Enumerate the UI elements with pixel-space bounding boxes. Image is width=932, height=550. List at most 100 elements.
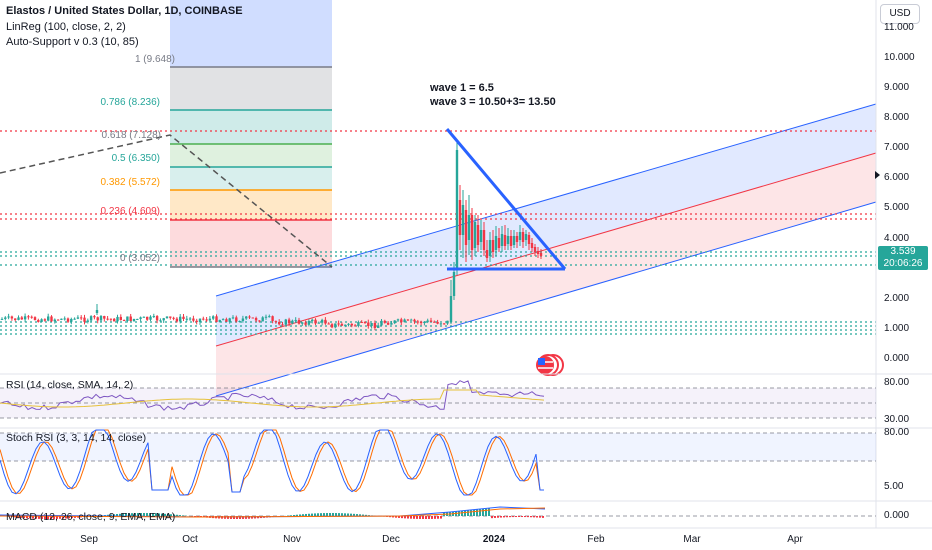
bar-countdown: 20:06:26: [883, 258, 923, 269]
candle-body: [228, 318, 231, 322]
rsi-label[interactable]: RSI (14, close, SMA, 14, 2): [6, 379, 134, 391]
macd-histogram-bar: [425, 516, 427, 519]
fib-label: 0.618 (7.128): [101, 130, 162, 141]
candle-body: [80, 317, 83, 319]
candle-body: [491, 240, 495, 252]
fib-retracement[interactable]: [170, 0, 332, 268]
stoch-rsi-pane[interactable]: [0, 429, 876, 496]
candle-body: [314, 319, 317, 324]
wave-note-line2[interactable]: wave 3 = 10.50+3= 13.50: [430, 96, 556, 108]
candle-body: [530, 243, 534, 248]
time-axis-label: Apr: [787, 534, 803, 545]
candle-body: [159, 320, 162, 322]
macd-label[interactable]: MACD (12, 26, close, 9, EMA, EMA): [6, 511, 176, 523]
macd-histogram-bar: [341, 513, 343, 516]
fib-label: 0.5 (6.350): [111, 153, 160, 164]
candle-body: [494, 236, 498, 250]
macd-histogram-bar: [41, 516, 43, 519]
macd-histogram-bar: [347, 513, 349, 516]
candle-body: [175, 318, 179, 322]
macd-histogram-bar: [518, 516, 520, 518]
macd-histogram-bar: [404, 516, 406, 519]
macd-histogram-bar: [485, 508, 487, 516]
candle-body: [347, 323, 350, 325]
price-axis-label: 11.000: [884, 22, 914, 33]
macd-histogram-bar: [437, 516, 439, 519]
macd-histogram-bar: [395, 516, 397, 518]
price-axis-label: 9.000: [884, 82, 910, 93]
candle-body: [311, 319, 314, 322]
macd-histogram-bar: [113, 514, 115, 516]
macd-histogram-bar: [146, 513, 148, 516]
candle-body: [287, 319, 291, 324]
candle-body: [14, 318, 17, 320]
fib-label: 0.786 (8.236): [100, 97, 161, 108]
candle-body: [479, 230, 483, 242]
candle-body: [406, 319, 410, 321]
candle-body: [512, 236, 516, 245]
currency-selector[interactable]: USD: [880, 4, 920, 24]
macd-histogram-bar: [401, 516, 403, 519]
candle-body: [212, 316, 215, 319]
candle-body: [245, 316, 248, 319]
macd-histogram-bar: [314, 513, 316, 516]
candle-body: [419, 321, 423, 324]
candle-body: [340, 324, 344, 326]
candle-body: [373, 323, 377, 328]
candle-body: [179, 316, 182, 322]
candle-body: [443, 323, 446, 325]
macd-histogram-bar: [335, 513, 337, 516]
indicator-linreg-label[interactable]: LinReg (100, close, 2, 2): [6, 21, 126, 33]
macd-histogram-bar: [323, 513, 325, 516]
macd-histogram-bar: [173, 514, 175, 516]
candle-body: [261, 317, 264, 322]
macd-histogram-bar: [521, 516, 523, 518]
candle-body: [248, 316, 251, 318]
dashed-trendline[interactable]: [0, 134, 333, 268]
candle-body: [225, 319, 228, 322]
macd-histogram-bar: [356, 514, 358, 516]
macd-histogram-bar: [119, 513, 121, 516]
candle-body: [515, 236, 519, 242]
macd-histogram-bar: [296, 514, 298, 516]
macd-histogram-bar: [143, 513, 145, 516]
candle-body: [56, 319, 60, 321]
candle-body: [162, 318, 165, 321]
macd-histogram-bar: [53, 516, 55, 519]
macd-histogram-bar: [56, 516, 58, 519]
macd-histogram-bar: [410, 516, 412, 519]
price-candles: [0, 140, 543, 331]
wave-note-line1[interactable]: wave 1 = 6.5: [430, 82, 494, 94]
macd-histogram-bar: [134, 513, 136, 516]
us-flag-icon[interactable]: [536, 354, 564, 376]
candle-body: [40, 319, 43, 322]
stoch-axis-label: 80.00: [884, 427, 910, 438]
candle-body: [390, 323, 393, 325]
candle-body: [386, 322, 390, 325]
macd-histogram-bar: [338, 513, 340, 516]
candle-body: [274, 321, 278, 323]
macd-histogram-bar: [158, 513, 160, 516]
rsi-pane[interactable]: [0, 380, 876, 419]
macd-histogram-bar: [179, 515, 181, 516]
candle-body: [172, 317, 175, 319]
macd-pane[interactable]: [0, 506, 876, 519]
candle-body: [231, 317, 235, 319]
stoch-rsi-label[interactable]: Stoch RSI (3, 3, 14, 14, close): [6, 432, 147, 444]
macd-histogram-bar: [470, 510, 472, 516]
candle-body: [129, 316, 132, 321]
candle-body: [524, 234, 528, 240]
candle-body: [106, 318, 109, 320]
candle-body: [294, 319, 297, 321]
macd-axis-label: 0.000: [884, 510, 910, 521]
macd-histogram-bar: [359, 514, 361, 516]
macd-histogram-bar: [248, 516, 250, 519]
macd-histogram-bar: [422, 516, 424, 519]
candle-body: [380, 320, 383, 326]
macd-histogram-bar: [413, 516, 415, 519]
macd-histogram-bar: [368, 515, 370, 516]
triangle-pattern[interactable]: [445, 128, 567, 271]
indicator-auto-support-label[interactable]: Auto-Support v 0.3 (10, 85): [6, 36, 139, 48]
macd-histogram-bar: [35, 516, 37, 519]
